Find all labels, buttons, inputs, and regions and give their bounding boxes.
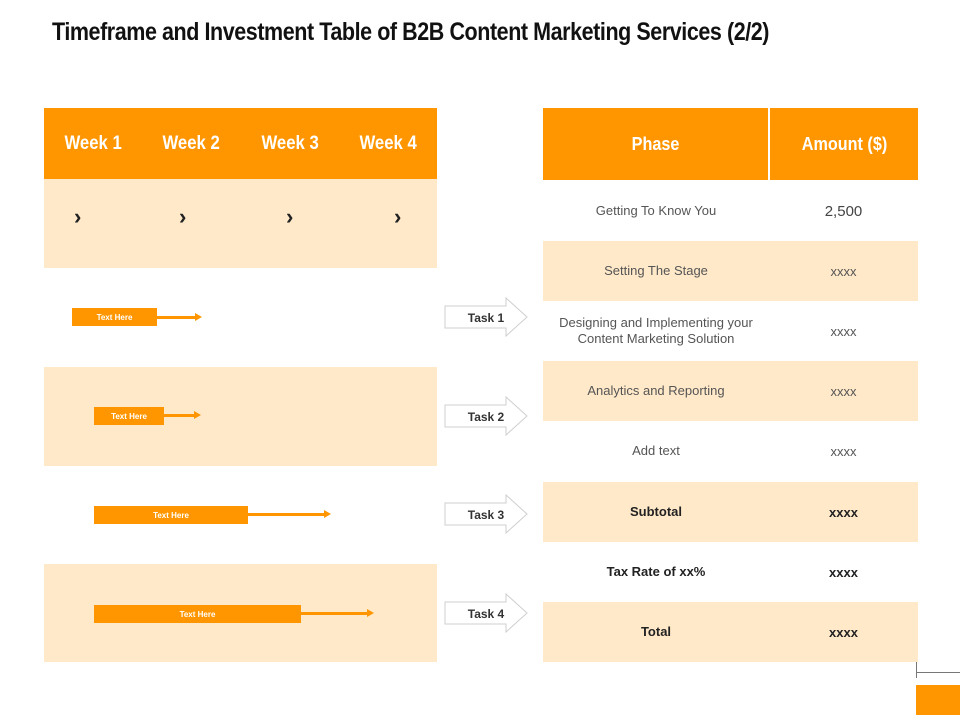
amount-cell: xxxx <box>830 443 857 459</box>
table-row: Setting The Stage xxxx <box>543 241 918 301</box>
task-arrow-icon <box>444 494 528 534</box>
tax-row: Tax Rate of xx% xxxx <box>543 542 918 602</box>
amount-cell: xxxx <box>830 263 857 279</box>
task-2-bar-line <box>164 414 194 417</box>
chevron-right-icon: › <box>179 204 187 229</box>
total-row: Total xxxx <box>543 602 918 662</box>
task-3-bar: Text Here <box>94 506 248 524</box>
task-3-bar-line <box>248 513 324 516</box>
arrow-head-icon <box>324 510 331 518</box>
task-2-bar: Text Here <box>94 407 164 425</box>
table-row: Analytics and Reporting xxxx <box>543 361 918 421</box>
chevron-right-icon: › <box>74 204 82 229</box>
phase-cell: Tax Rate of xx% <box>606 564 706 579</box>
table-row: Add text xxxx <box>543 421 918 481</box>
phase-header: Phase <box>543 108 768 180</box>
phase-cell: Total <box>640 624 672 639</box>
corner-divider <box>916 672 960 673</box>
task-3-label: Task 3 <box>467 508 505 522</box>
task-1-label: Task 1 <box>467 311 505 325</box>
week-chevron-band <box>44 179 437 268</box>
amount-cell: xxxx <box>829 564 858 580</box>
task-4-label: Task 4 <box>467 607 505 621</box>
task-4-bar-line <box>301 612 367 615</box>
arrow-head-icon <box>194 411 201 419</box>
corner-divider <box>916 662 917 678</box>
task-arrow-icon <box>444 593 528 633</box>
phase-cell: Designing and Implementing your Content … <box>559 315 753 346</box>
amount-cell: 2,500 <box>824 202 863 220</box>
week-3-label: Week 3 <box>260 132 319 154</box>
amount-cell: xxxx <box>829 624 858 640</box>
week-4-label: Week 4 <box>359 132 417 154</box>
phase-cell: Getting To Know You <box>595 203 717 218</box>
phase-cell: Analytics and Reporting <box>587 383 725 398</box>
page-title: Timeframe and Investment Table of B2B Co… <box>52 18 770 46</box>
task-arrow-icon <box>444 297 528 337</box>
amount-header: Amount ($) <box>770 108 918 180</box>
week-header: Week 1 Week 2 Week 3 Week 4 <box>44 108 437 179</box>
task-arrow-icon <box>444 396 528 436</box>
week-2-label: Week 2 <box>162 132 221 154</box>
phase-cell: Subtotal <box>630 504 682 519</box>
corner-accent-box <box>916 685 960 715</box>
amount-cell: xxxx <box>830 383 857 399</box>
task-1-bar-line <box>157 316 195 319</box>
task-2-label: Task 2 <box>467 410 505 424</box>
amount-cell: xxxx <box>829 504 858 520</box>
arrow-head-icon <box>367 609 374 617</box>
table-row: Designing and Implementing your Content … <box>543 301 918 361</box>
table-row: Getting To Know You 2,500 <box>543 181 918 241</box>
chevron-right-icon: › <box>286 204 294 229</box>
week-1-label: Week 1 <box>64 132 122 154</box>
phase-cell: Setting The Stage <box>604 263 708 278</box>
chevron-right-icon: › <box>394 204 402 229</box>
task-4-bar: Text Here <box>94 605 301 623</box>
amount-cell: xxxx <box>830 323 857 339</box>
subtotal-row: Subtotal xxxx <box>543 482 918 542</box>
phase-cell: Add text <box>632 443 680 458</box>
phase-header-label: Phase <box>631 133 680 154</box>
amount-header-label: Amount ($) <box>801 133 887 154</box>
arrow-head-icon <box>195 313 202 321</box>
task-1-bar: Text Here <box>72 308 157 326</box>
